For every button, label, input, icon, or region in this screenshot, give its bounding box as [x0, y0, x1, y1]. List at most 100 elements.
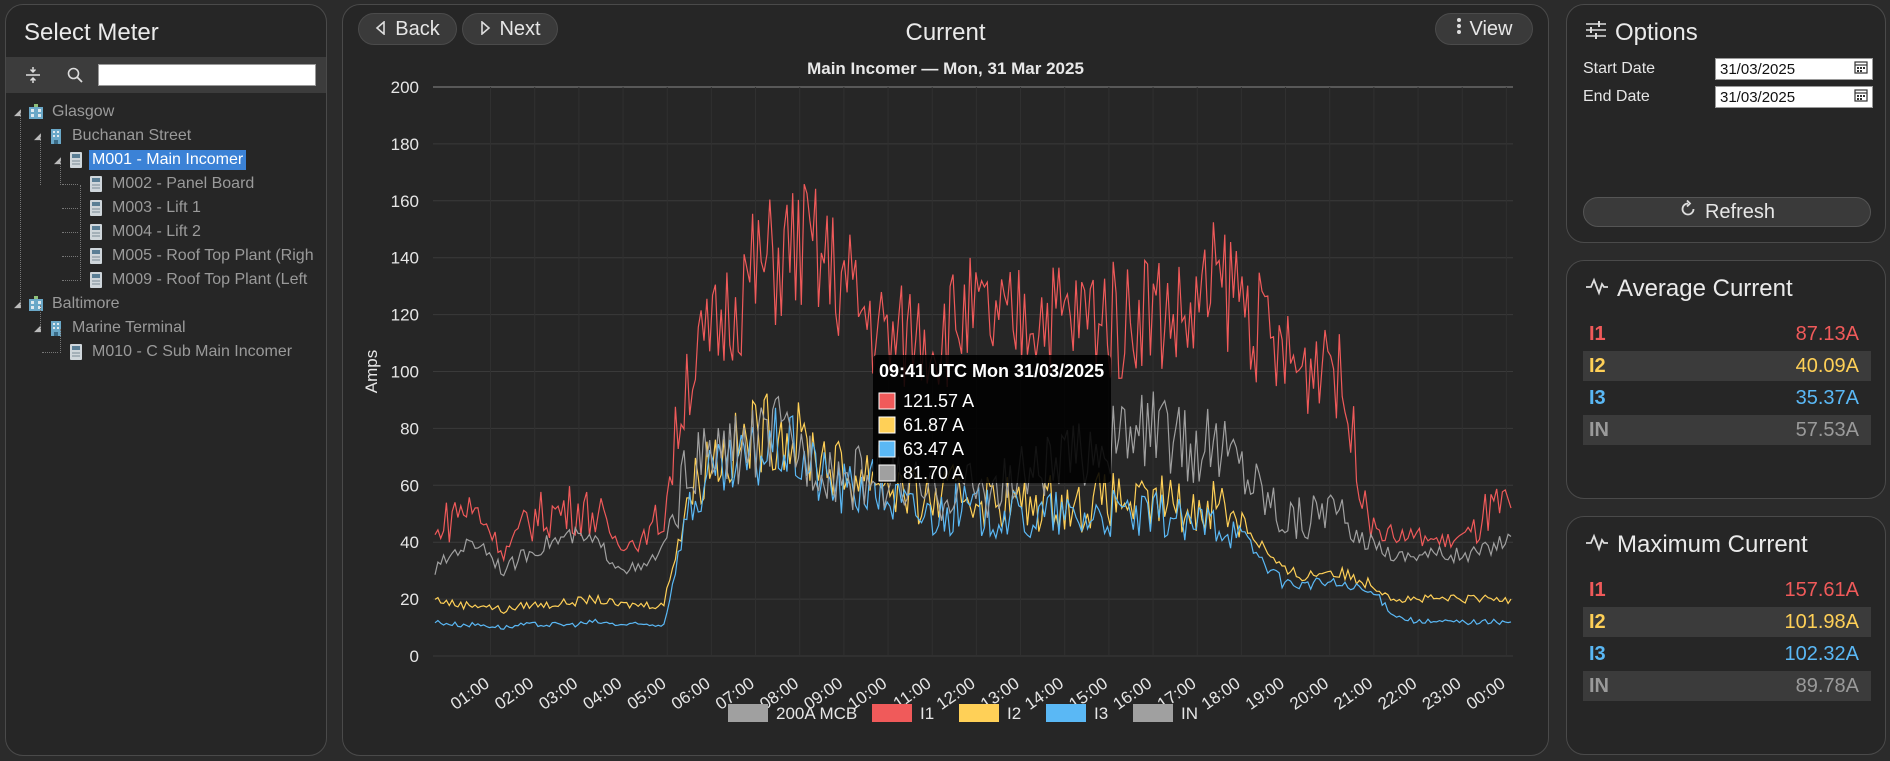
tooltip-swatch — [878, 440, 896, 458]
chevron-left-icon — [375, 18, 387, 41]
chevron-right-icon — [479, 18, 491, 41]
meter-icon — [66, 150, 86, 170]
current-value: 35.37 — [1795, 386, 1846, 409]
x-tick-label: 18:00 — [1198, 674, 1244, 714]
phase-label: IN — [1589, 418, 1609, 441]
current-value: 101.98 — [1784, 610, 1846, 633]
current-value: 57.53 — [1795, 418, 1846, 441]
tree-connector — [42, 352, 58, 353]
tree-item[interactable]: ◢ M001 - Main Incomer — [54, 149, 247, 171]
current-unit: A — [1845, 578, 1859, 601]
refresh-button[interactable]: Refresh — [1583, 197, 1871, 227]
maximum-row-i2: I2 101.98A — [1583, 607, 1871, 637]
tree-item[interactable]: ◢ Glasgow — [14, 101, 117, 123]
tree-item-label: M009 - Roof Top Plant (Left — [112, 271, 308, 288]
tree-item[interactable]: M010 - C Sub Main Incomer — [54, 341, 295, 363]
pulse-icon — [1585, 531, 1609, 559]
tree-connector — [62, 256, 78, 257]
tree-item[interactable]: M009 - Roof Top Plant (Left — [74, 269, 310, 291]
tooltip-value: 81.70 A — [903, 463, 964, 483]
phase-label: I2 — [1589, 610, 1606, 633]
current-unit: A — [1845, 386, 1859, 409]
tree-item[interactable]: ◢ Baltimore — [14, 293, 123, 315]
expanded-toggle-icon[interactable]: ◢ — [14, 298, 21, 309]
y-tick-label: 200 — [391, 78, 419, 97]
tooltip-value: 63.47 A — [903, 439, 964, 459]
back-button[interactable]: Back — [358, 13, 457, 45]
expanded-toggle-icon[interactable]: ◢ — [34, 322, 41, 333]
meter-icon — [86, 270, 106, 290]
tree-item-label: M010 - C Sub Main Incomer — [92, 343, 293, 360]
current-value: 87.13 — [1795, 322, 1846, 345]
tree-connector — [62, 208, 78, 209]
tree-item[interactable]: M005 - Roof Top Plant (Righ — [74, 245, 317, 267]
y-tick-label: 20 — [400, 590, 419, 609]
tree-item[interactable]: M002 - Panel Board — [74, 173, 257, 195]
tree-item-label: M002 - Panel Board — [112, 175, 255, 192]
next-label: Next — [499, 17, 541, 40]
maximum-row-i1: I1 157.61A — [1583, 575, 1871, 605]
maximum-row-i3: I3 102.32A — [1583, 639, 1871, 669]
legend-swatch — [872, 704, 912, 722]
maximum-row-in: IN 89.78A — [1583, 671, 1871, 701]
legend-label: 200A MCB — [776, 704, 857, 723]
x-tick-label: 21:00 — [1330, 674, 1376, 714]
meter-icon — [86, 246, 106, 266]
x-tick-label: 03:00 — [535, 674, 581, 714]
tree-connector — [80, 185, 81, 281]
phase-label: I2 — [1589, 354, 1606, 377]
y-tick-label: 120 — [391, 306, 419, 325]
phase-label: I3 — [1589, 386, 1606, 409]
legend-swatch — [1046, 704, 1086, 722]
tree-connector — [62, 232, 78, 233]
chart-subtitle: Main Incomer — Mon, 31 Mar 2025 — [807, 59, 1084, 78]
end-date-label: End Date — [1583, 88, 1650, 105]
tooltip-swatch — [878, 464, 896, 482]
x-tick-label: 20:00 — [1286, 674, 1332, 714]
collapse-all-icon[interactable] — [18, 60, 48, 90]
calendar-icon[interactable] — [1854, 60, 1868, 78]
average-row-i3: I3 35.37A — [1583, 383, 1871, 413]
y-tick-label: 160 — [391, 192, 419, 211]
tree-item[interactable]: M004 - Lift 2 — [74, 221, 204, 243]
meter-panel: Select Meter ◢ Glasgow ◢ Buchanan Street ◢ M0… — [5, 4, 327, 756]
current-value: 40.09 — [1795, 354, 1846, 377]
expanded-toggle-icon[interactable]: ◢ — [54, 154, 61, 165]
tree-item[interactable]: M003 - Lift 1 — [74, 197, 204, 219]
sliders-icon — [1585, 19, 1607, 47]
view-button[interactable]: View — [1435, 13, 1533, 45]
site-icon — [26, 102, 46, 122]
tree-item-label: M003 - Lift 1 — [112, 199, 201, 216]
x-tick-label: 01:00 — [447, 674, 493, 714]
start-date-row: Start Date 31/03/2025 — [1583, 58, 1873, 80]
x-tick-label: 00:00 — [1463, 674, 1509, 714]
tree-connector — [20, 113, 21, 305]
tree-item[interactable]: ◢ Buchanan Street — [34, 125, 194, 147]
site-icon — [26, 294, 46, 314]
refresh-icon — [1679, 199, 1697, 224]
current-chart[interactable]: 0 20 40 60 80 100 120 140 160 180 200 01:0002:0003:… — [343, 5, 1550, 757]
tree-connector — [40, 305, 41, 329]
tree-connector — [62, 280, 78, 281]
series-line-i1 — [434, 184, 1512, 563]
tree-item-label: M001 - Main Incomer — [89, 150, 247, 170]
building-icon — [46, 318, 66, 338]
expanded-toggle-icon[interactable]: ◢ — [14, 106, 21, 117]
calendar-icon[interactable] — [1854, 88, 1868, 106]
y-axis-label: Amps — [362, 350, 381, 393]
meter-icon — [66, 342, 86, 362]
start-date-input[interactable]: 31/03/2025 — [1715, 58, 1873, 80]
current-unit: A — [1845, 322, 1859, 345]
average-row-i1: I1 87.13A — [1583, 319, 1871, 349]
expanded-toggle-icon[interactable]: ◢ — [34, 130, 41, 141]
tree-item[interactable]: ◢ Marine Terminal — [34, 317, 189, 339]
tree-connector — [40, 137, 41, 185]
search-icon — [60, 60, 90, 90]
tree-item-label: Baltimore — [52, 295, 120, 312]
building-icon — [46, 126, 66, 146]
end-date-input[interactable]: 31/03/2025 — [1715, 86, 1873, 108]
phase-label: I3 — [1589, 642, 1606, 665]
refresh-label: Refresh — [1704, 200, 1776, 223]
next-button[interactable]: Next — [462, 13, 558, 45]
meter-search-input[interactable] — [98, 64, 316, 86]
